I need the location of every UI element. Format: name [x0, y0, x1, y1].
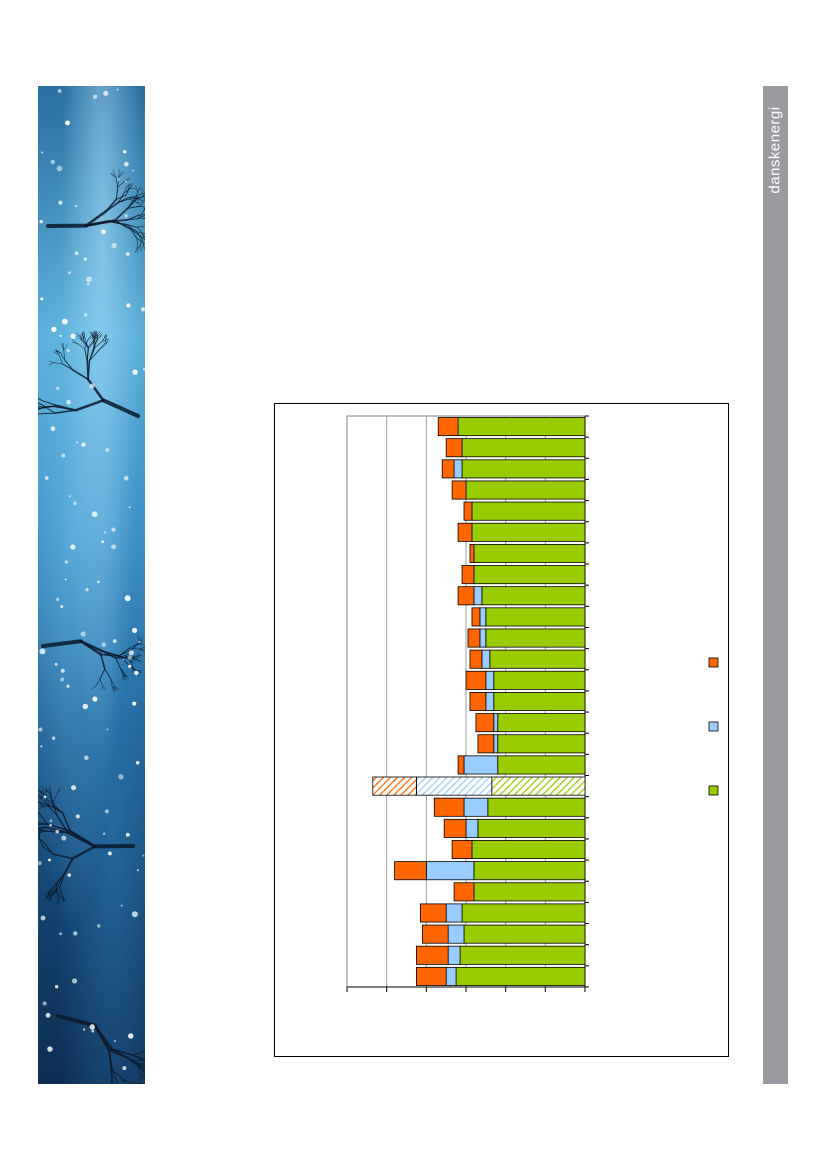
bar-segment	[461, 565, 475, 585]
bar-segment	[455, 966, 586, 986]
bar-segment	[491, 776, 586, 796]
bar-segment	[485, 692, 495, 711]
bar-segment	[471, 522, 586, 542]
bar-segment	[497, 734, 586, 754]
brand-logo-text: danskenergi	[766, 106, 784, 194]
bar-segment	[465, 480, 586, 500]
bar-segment	[473, 543, 586, 563]
legend-swatch	[708, 785, 719, 796]
bar-segment	[443, 818, 467, 838]
bar-segment	[441, 459, 455, 479]
bar-segment	[477, 818, 586, 838]
bar-segment	[457, 755, 465, 775]
bar-segment	[481, 649, 491, 669]
bar-segment	[421, 924, 449, 944]
bar-segment	[453, 459, 463, 479]
bar-segment	[433, 797, 465, 817]
bar-segment	[485, 607, 586, 627]
bar-segment	[493, 692, 586, 711]
bar-segment	[489, 649, 586, 669]
bar-segment	[475, 713, 495, 733]
bar-segment	[457, 586, 475, 606]
bar-segment	[465, 818, 479, 838]
bar-segment	[497, 713, 586, 733]
bar-segment	[469, 692, 487, 711]
bar-segment	[445, 438, 463, 458]
bar-segment	[445, 903, 463, 923]
bar-segment	[457, 522, 473, 542]
bar-segment	[471, 607, 481, 627]
bar-segment	[479, 628, 487, 648]
bar-segment	[394, 861, 427, 881]
bar-segment	[477, 734, 495, 754]
bar-segment	[451, 840, 473, 860]
bar-segment	[497, 755, 586, 775]
bar-segment	[471, 501, 586, 521]
bar-segment	[485, 670, 495, 690]
bar-segment	[457, 417, 586, 437]
bar-segment	[416, 776, 493, 796]
bar-segment	[463, 501, 473, 521]
bar-segment	[485, 628, 586, 648]
bar-segment	[459, 945, 586, 965]
brand-side-band	[763, 86, 788, 1084]
bar-segment	[471, 840, 586, 860]
chart-frame	[274, 403, 729, 1057]
bar-segment	[467, 628, 481, 648]
bar-segment	[469, 649, 483, 669]
bar-segment	[469, 543, 475, 563]
bar-segment	[453, 882, 475, 902]
bar-segment	[461, 459, 586, 479]
legend-swatch	[708, 721, 719, 732]
bar-segment	[463, 755, 499, 775]
stacked-bar-chart	[346, 415, 719, 992]
bar-segment	[463, 924, 586, 944]
bar-segment	[451, 480, 467, 500]
bar-segment	[461, 903, 586, 923]
bar-segment	[487, 797, 586, 817]
bar-segment	[479, 607, 487, 627]
bar-segment	[461, 438, 586, 458]
bar-segment	[463, 797, 489, 817]
bar-segment	[416, 966, 447, 986]
bar-segment	[372, 776, 417, 796]
tree-branches-image	[38, 88, 145, 1084]
bar-segment	[445, 966, 457, 986]
bar-segment	[481, 586, 586, 606]
bar-segment	[473, 861, 586, 881]
bar-segment	[437, 417, 459, 437]
bar-segment	[416, 945, 449, 965]
legend-swatch	[708, 657, 719, 668]
bar-segment	[447, 924, 465, 944]
bar-segment	[493, 670, 586, 690]
bar-segment	[473, 586, 483, 606]
bar-segment	[425, 861, 475, 881]
bar-segment	[473, 565, 586, 585]
bar-segment	[465, 670, 487, 690]
bar-segment	[493, 734, 499, 754]
bar-segment	[473, 882, 586, 902]
bar-segment	[493, 713, 499, 733]
bar-segment	[419, 903, 447, 923]
night-tree-photo	[38, 86, 145, 1084]
bar-segment	[447, 945, 461, 965]
